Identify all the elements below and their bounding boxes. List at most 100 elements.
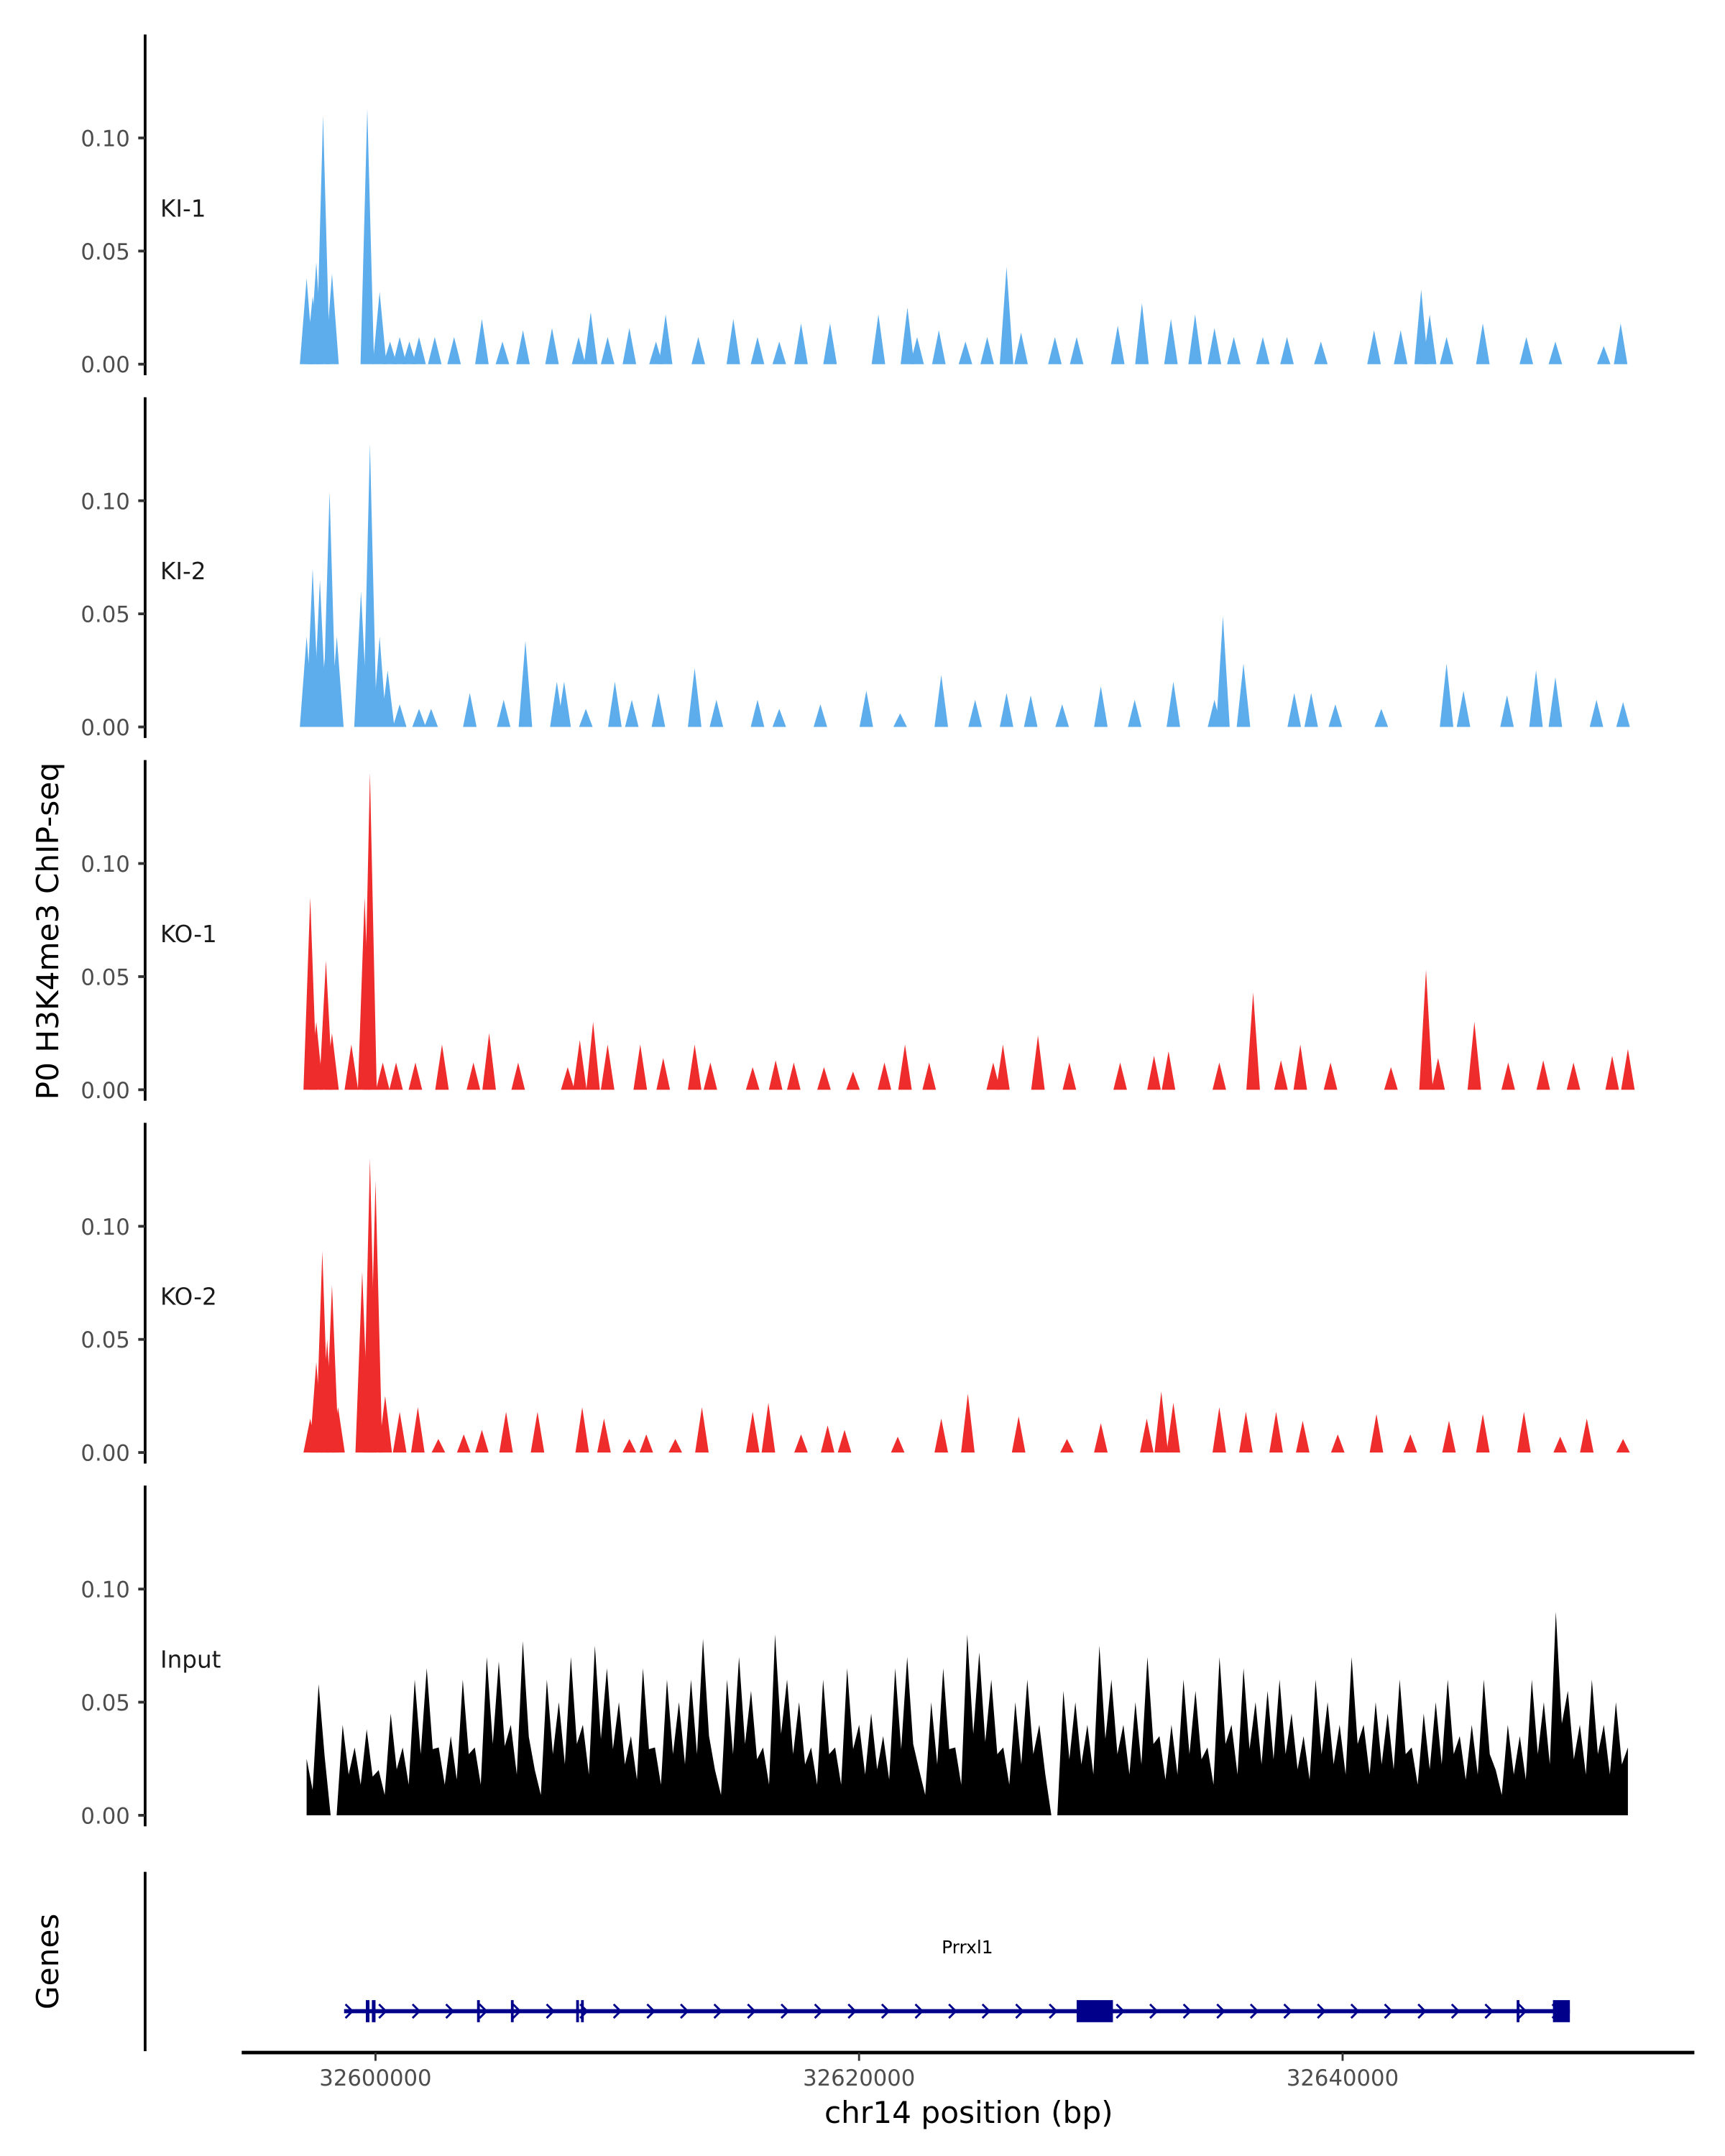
signal-peak bbox=[1580, 1418, 1594, 1453]
signal-peak bbox=[1154, 1391, 1169, 1453]
strand-arrow-icon bbox=[612, 2003, 622, 2019]
signal-peak bbox=[575, 1407, 589, 1453]
x-tick-label: 32620000 bbox=[803, 2065, 915, 2091]
signal-peak bbox=[545, 328, 559, 364]
y-tick-label: 0.00 bbox=[80, 715, 129, 741]
signal-peak bbox=[1216, 616, 1230, 727]
y-tick-label: 0.00 bbox=[80, 1803, 129, 1829]
signal-peak bbox=[1596, 346, 1611, 364]
signal-peak bbox=[999, 267, 1013, 364]
signal-peak bbox=[1394, 330, 1408, 364]
signal-peak bbox=[584, 312, 598, 364]
strand-arrow-icon bbox=[378, 2003, 387, 2019]
signal-peak bbox=[1269, 1411, 1283, 1453]
gene-exon bbox=[372, 2000, 376, 2022]
strand-arrow-icon bbox=[1049, 2003, 1058, 2019]
signal-peak bbox=[1566, 1062, 1581, 1090]
signal-peak bbox=[1442, 1421, 1456, 1453]
signal-peak bbox=[961, 1393, 975, 1453]
strand-arrow-icon bbox=[1149, 2003, 1159, 2019]
signal-peak bbox=[859, 691, 873, 727]
gene-exon bbox=[581, 2000, 584, 2022]
signal-peak bbox=[363, 773, 377, 1090]
strand-arrow-icon bbox=[445, 2003, 455, 2019]
signal-peak bbox=[891, 1437, 905, 1453]
signal-peak bbox=[772, 709, 786, 727]
signal-peak bbox=[1011, 1416, 1026, 1453]
signal-peak bbox=[383, 341, 397, 364]
signal-peak bbox=[600, 336, 615, 364]
signal-peak bbox=[871, 314, 886, 364]
strand-arrow-icon bbox=[1317, 2003, 1326, 2019]
signal-peak bbox=[1227, 336, 1241, 364]
signal-peak bbox=[1062, 1062, 1077, 1090]
signal-peak bbox=[1113, 1062, 1127, 1090]
signal-peak bbox=[750, 699, 765, 727]
signal-peak bbox=[1414, 289, 1428, 364]
signal-peak bbox=[1384, 1067, 1398, 1090]
x-tick-label: 32640000 bbox=[1287, 2065, 1399, 2091]
signal-peak bbox=[600, 1044, 615, 1090]
genes-panel-label: Genes bbox=[30, 1914, 65, 2009]
signal-peak bbox=[497, 699, 511, 727]
gene-exon bbox=[366, 2000, 370, 2022]
signal-peak bbox=[495, 341, 510, 364]
signal-peak bbox=[1070, 336, 1084, 364]
y-tick-label: 0.05 bbox=[80, 602, 129, 628]
signal-peak bbox=[1239, 1411, 1253, 1453]
signal-peak bbox=[608, 681, 622, 727]
signal-peak bbox=[1287, 693, 1302, 727]
signal-peak bbox=[1213, 1407, 1226, 1453]
signal-peak bbox=[597, 1418, 611, 1453]
signal-peak bbox=[1616, 701, 1630, 727]
signal-peak bbox=[325, 273, 339, 364]
signal-peak bbox=[1422, 314, 1437, 364]
strand-arrow-icon bbox=[914, 2003, 924, 2019]
y-tick-label: 0.10 bbox=[80, 126, 129, 152]
gene-exon bbox=[1076, 2000, 1113, 2022]
signal-peak bbox=[846, 1072, 860, 1090]
signal-peak bbox=[571, 336, 586, 364]
signal-peak bbox=[726, 318, 740, 364]
signal-peak bbox=[709, 699, 724, 727]
signal-peak bbox=[1167, 681, 1180, 727]
signal-peak bbox=[309, 1021, 323, 1090]
signal-peak bbox=[688, 668, 702, 727]
strand-arrow-icon bbox=[1216, 2003, 1225, 2019]
signal-peak bbox=[1323, 1062, 1338, 1090]
strand-arrow-icon bbox=[1350, 2003, 1360, 2019]
signal-peak bbox=[934, 1418, 949, 1453]
signal-peak bbox=[1060, 1439, 1074, 1453]
signal-peak bbox=[901, 308, 914, 364]
track-ko-2: 0.00 0.05 0.10 KO-2 bbox=[80, 1123, 1630, 1467]
signal-peak bbox=[511, 1062, 525, 1090]
signal-peak bbox=[408, 1062, 423, 1090]
signal-peak bbox=[1188, 314, 1202, 364]
signal-peak bbox=[1280, 336, 1294, 364]
y-tick-label: 0.10 bbox=[80, 1577, 129, 1603]
signal-peak bbox=[573, 1040, 587, 1090]
signal-peak bbox=[1094, 686, 1108, 727]
signal-peak bbox=[813, 704, 827, 727]
strand-arrow-icon bbox=[344, 2003, 354, 2019]
signal-peak bbox=[369, 1181, 382, 1453]
signal-peak bbox=[968, 699, 983, 727]
signal-peak bbox=[363, 444, 377, 727]
signal-peak bbox=[1419, 969, 1433, 1090]
signal-peak bbox=[1548, 341, 1563, 364]
signal-peak bbox=[639, 1434, 653, 1453]
strand-arrow-icon bbox=[646, 2003, 656, 2019]
signal-peak bbox=[786, 1062, 801, 1090]
signal-peak bbox=[837, 1429, 852, 1453]
track-label: KI-2 bbox=[160, 558, 206, 585]
signal-peak bbox=[378, 1396, 392, 1453]
signal-peak bbox=[703, 1062, 717, 1090]
signal-peak bbox=[1236, 663, 1251, 727]
strand-arrow-icon bbox=[814, 2003, 824, 2019]
signal-peak bbox=[499, 1411, 513, 1453]
signal-peak bbox=[1296, 1421, 1310, 1453]
signal-peak bbox=[463, 693, 477, 727]
signal-peak bbox=[410, 1407, 425, 1453]
signal-peak bbox=[303, 897, 318, 1090]
signal-peak bbox=[428, 336, 442, 364]
